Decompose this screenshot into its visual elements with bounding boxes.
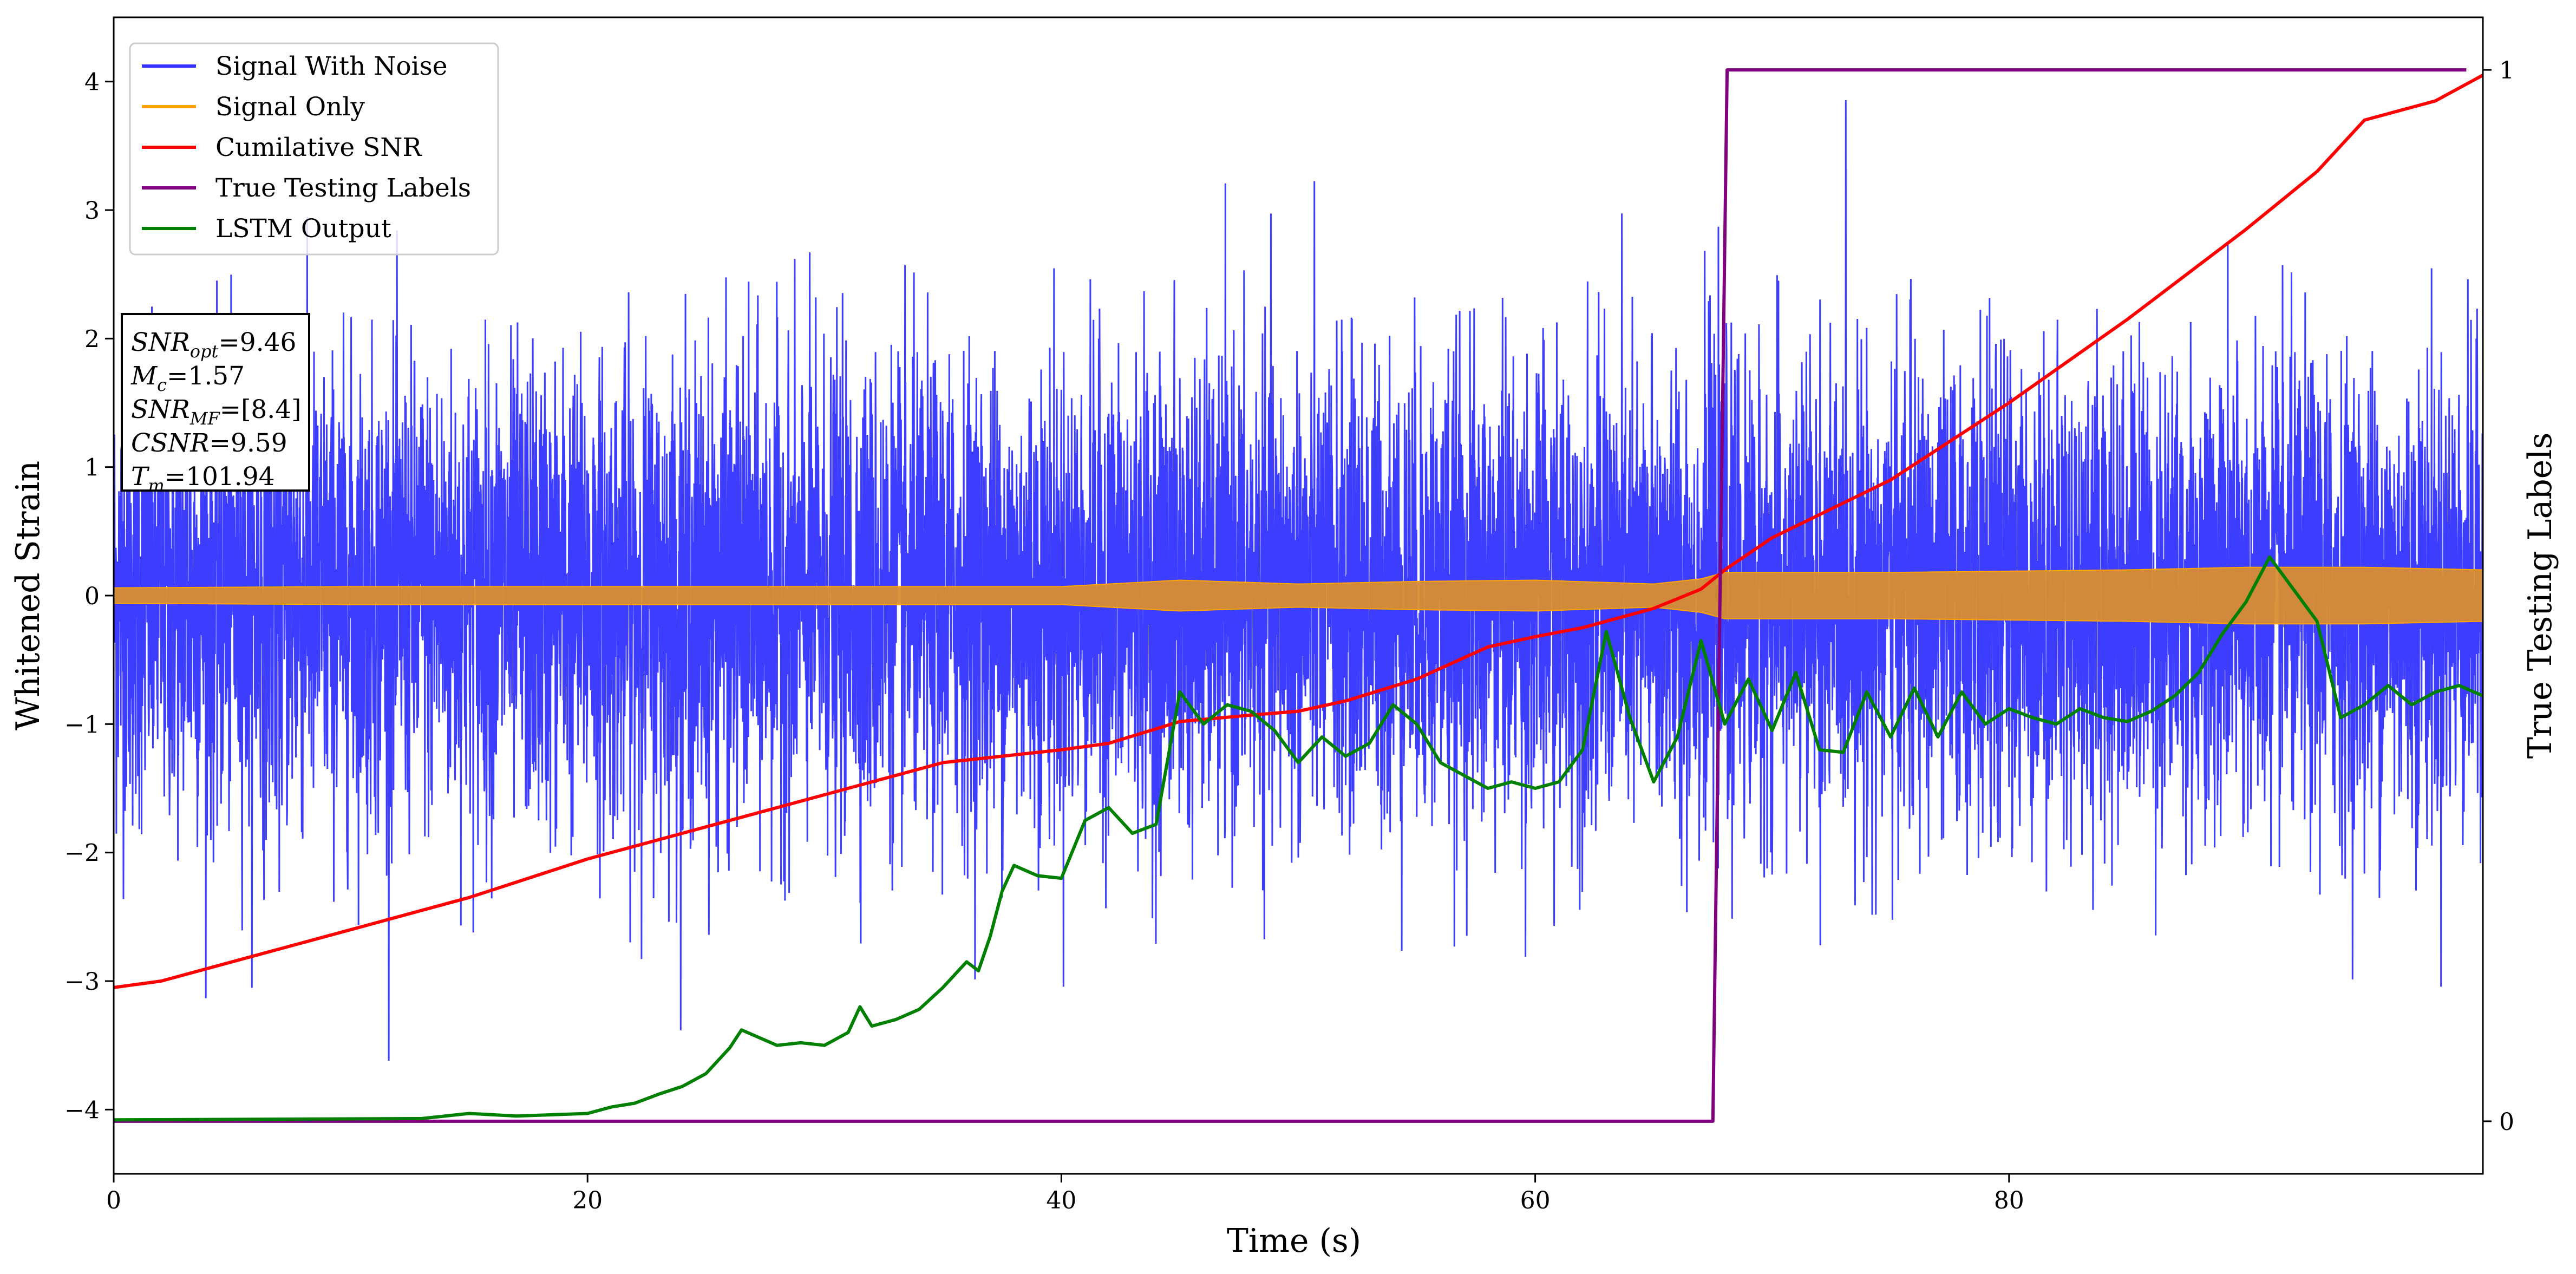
annotation-subscript: opt xyxy=(190,341,219,362)
signal-with-noise-line xyxy=(114,100,2483,1061)
legend-label: LSTM Output xyxy=(215,214,391,244)
annotation-box xyxy=(121,313,310,492)
annotation-symbol: M xyxy=(130,361,158,391)
series-signal-only xyxy=(114,566,2483,625)
annotation-line: CSNR=9.59 xyxy=(131,428,287,458)
annotation-symbol: SNR xyxy=(131,395,190,424)
y-left-tick-label: −3 xyxy=(64,968,100,996)
annotation-line: Mc=1.57 xyxy=(130,361,245,395)
annotation-line: Tm=101.94 xyxy=(131,462,275,496)
lstm-output-line xyxy=(114,555,2483,1122)
series-true-testing-labels xyxy=(114,68,2467,1123)
x-tick-label: 0 xyxy=(106,1187,121,1214)
annotation-value: =[8.4] xyxy=(220,395,302,424)
series-lstm-output xyxy=(114,555,2483,1122)
y-axis-left: −4 −3 −2 −1 0 1 2 3 4 xyxy=(64,69,114,1124)
annotation-value: =9.59 xyxy=(210,428,287,458)
y-right-tick-label: 1 xyxy=(2499,57,2514,84)
y-axis-right-title: True Testing Labels xyxy=(2521,433,2559,759)
legend: Signal With Noise Signal Only Cumilative S… xyxy=(129,42,499,256)
y-left-tick-label: 3 xyxy=(84,197,100,225)
y-left-tick-label: −1 xyxy=(64,711,100,739)
y-left-tick-label: 1 xyxy=(84,454,100,482)
cumilative-snr-line xyxy=(114,74,2483,989)
legend-label: Signal With Noise xyxy=(215,51,448,81)
y-axis-left-title: Whitened Strain xyxy=(9,461,47,730)
x-axis: 0 20 40 60 80 xyxy=(106,1174,2024,1214)
legend-label: Cumilative SNR xyxy=(215,133,422,162)
y-left-tick-label: 0 xyxy=(84,583,100,610)
legend-label: True Testing Labels xyxy=(215,173,471,203)
annotation-line: SNRopt=9.46 xyxy=(131,328,296,362)
x-tick-label: 20 xyxy=(572,1187,603,1214)
x-tick-label: 40 xyxy=(1046,1187,1076,1214)
x-axis-title: Time (s) xyxy=(1227,1222,1361,1260)
series-signal-with-noise xyxy=(114,100,2483,1061)
legend-label: Signal Only xyxy=(215,92,365,122)
true-testing-labels-line xyxy=(114,68,2467,1123)
signal-only-band xyxy=(114,566,2483,625)
annotation-symbol: SNR xyxy=(131,328,190,357)
annotation-subscript: MF xyxy=(189,408,221,429)
annotation-symbol: CSNR xyxy=(131,428,210,458)
x-tick-label: 80 xyxy=(1994,1187,2024,1214)
y-left-tick-label: 2 xyxy=(84,325,100,353)
series-cumilative-snr xyxy=(114,74,2483,989)
annotation-subscript: m xyxy=(148,475,164,496)
annotation-value: =9.46 xyxy=(218,328,296,357)
annotation-symbol: T xyxy=(131,462,150,492)
y-axis-right: 01 xyxy=(2483,57,2514,1136)
parameter-annotation: SNRopt=9.46Mc=1.57SNRMF=[8.4]CSNR=9.59Tm… xyxy=(121,313,310,496)
annotation-value: =101.94 xyxy=(165,462,275,492)
annotation-value: =1.57 xyxy=(167,361,245,391)
y-right-tick-label: 0 xyxy=(2499,1108,2514,1136)
y-left-tick-label: 4 xyxy=(84,69,100,96)
y-left-tick-label: −2 xyxy=(64,840,100,867)
annotation-subscript: c xyxy=(157,375,167,395)
legend-box xyxy=(129,42,499,256)
annotation-line: SNRMF=[8.4] xyxy=(131,395,302,429)
x-tick-label: 60 xyxy=(1520,1187,1551,1214)
y-left-tick-label: −4 xyxy=(64,1096,100,1124)
